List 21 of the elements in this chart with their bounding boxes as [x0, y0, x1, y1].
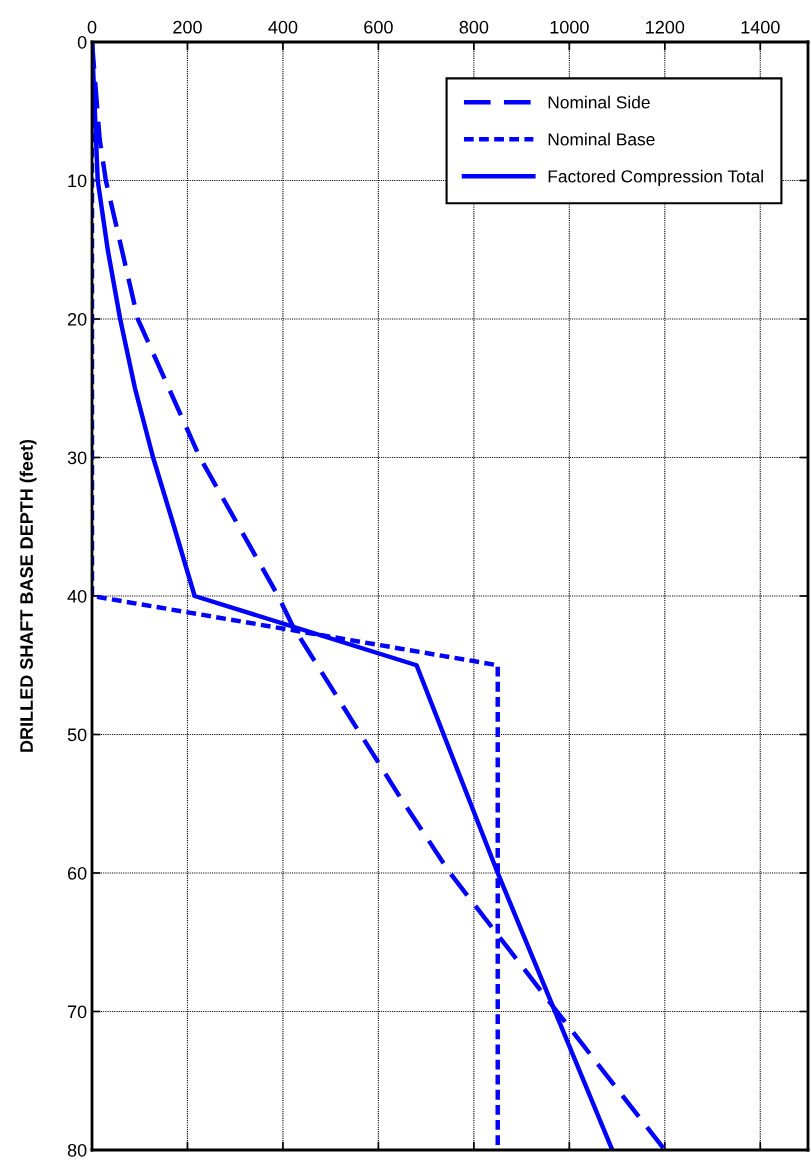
x-tick-label: 0	[87, 20, 97, 34]
y-tick-label: 70	[67, 1005, 87, 1019]
legend-label: Nominal Base	[548, 132, 655, 146]
y-tick-label: 40	[67, 589, 87, 603]
x-tick-label: 800	[459, 20, 489, 34]
x-tick-label: 1200	[646, 20, 685, 34]
y-tick-label: 80	[67, 1143, 87, 1157]
legend-label: Factored Compression Total	[548, 169, 763, 186]
y-tick-label: 20	[67, 312, 87, 326]
y-tick-label: 30	[67, 451, 87, 465]
x-tick-label: 1000	[550, 20, 589, 34]
y-tick-label: 50	[67, 728, 87, 742]
x-tick-label: 600	[364, 20, 393, 34]
x-tick-label: 1400	[741, 20, 780, 34]
y-axis-title: DRILLED SHAFT BASE DEPTH (feet)	[19, 439, 37, 752]
x-tick-label: 200	[173, 20, 202, 34]
y-tick-label: 60	[67, 866, 87, 880]
y-tick-label: 0	[77, 35, 87, 49]
legend-label: Nominal Side	[548, 95, 650, 109]
y-tick-label: 10	[68, 174, 87, 188]
x-tick-label: 400	[268, 20, 298, 34]
